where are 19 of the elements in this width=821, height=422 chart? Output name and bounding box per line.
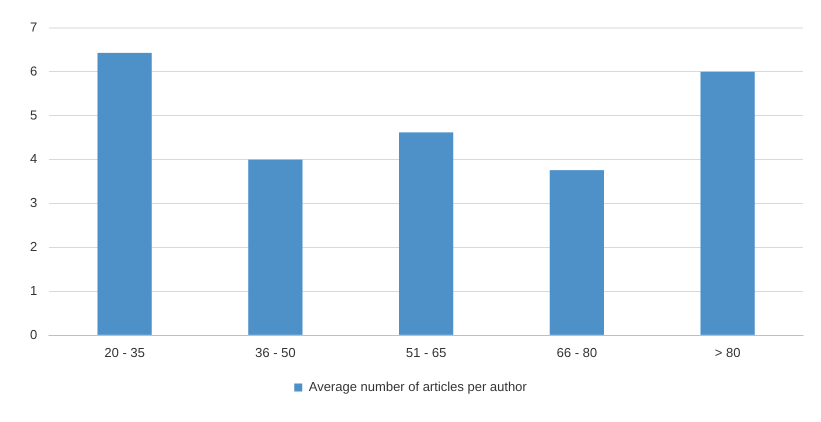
x-tick-label: > 80 — [714, 344, 740, 360]
y-tick-label: 5 — [30, 107, 38, 122]
bar — [97, 52, 152, 335]
x-tick-label: 36 - 50 — [255, 344, 296, 360]
y-tick-label: 6 — [30, 63, 38, 78]
bar — [248, 160, 302, 335]
bar — [550, 170, 604, 335]
y-tick-label: 1 — [30, 283, 38, 298]
bar — [700, 72, 755, 335]
x-tick-label: 20 - 35 — [104, 344, 145, 360]
y-tick-label: 7 — [30, 19, 38, 34]
x-tick-label: 66 - 80 — [556, 344, 598, 360]
y-tick-label: 0 — [30, 326, 38, 342]
y-tick-label: 3 — [30, 195, 38, 210]
y-tick-label: 2 — [30, 239, 38, 254]
x-tick-label: 51 - 65 — [406, 344, 446, 360]
bar — [398, 132, 454, 335]
y-tick-label: 4 — [30, 151, 38, 166]
legend-label: Average number of articles per author — [308, 379, 528, 394]
